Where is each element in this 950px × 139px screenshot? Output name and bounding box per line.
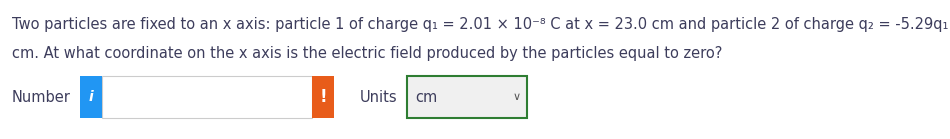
Text: ∨: ∨ [513,92,521,102]
FancyBboxPatch shape [407,76,527,118]
FancyBboxPatch shape [102,76,312,118]
Text: i: i [88,90,93,104]
Text: cm. At what coordinate on the x axis is the electric field produced by the parti: cm. At what coordinate on the x axis is … [12,46,722,61]
Text: Two particles are fixed to an x axis: particle 1 of charge q₁ = 2.01 × 10⁻⁸ C at: Two particles are fixed to an x axis: pa… [12,17,950,32]
Text: !: ! [319,88,327,106]
FancyBboxPatch shape [312,76,334,118]
Text: Number: Number [12,90,71,105]
Text: cm: cm [415,90,437,105]
Text: Units: Units [360,90,398,105]
FancyBboxPatch shape [80,76,102,118]
